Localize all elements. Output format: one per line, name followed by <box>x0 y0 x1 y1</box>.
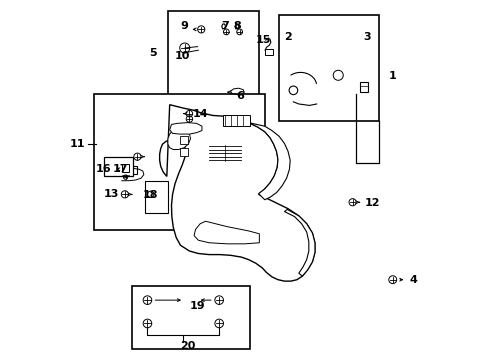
Bar <box>360 82 368 92</box>
Text: 15: 15 <box>256 35 271 45</box>
Text: 7: 7 <box>221 21 229 31</box>
Text: 13: 13 <box>103 189 119 199</box>
Bar <box>279 15 379 121</box>
Bar <box>146 181 168 213</box>
Bar <box>104 157 133 176</box>
Bar <box>95 94 265 230</box>
Text: 10: 10 <box>175 51 191 61</box>
Text: 18: 18 <box>143 190 158 200</box>
Bar <box>132 286 250 348</box>
Text: 11: 11 <box>70 139 85 149</box>
Bar <box>180 148 188 156</box>
Polygon shape <box>194 221 259 244</box>
Polygon shape <box>168 126 191 149</box>
Text: 2: 2 <box>285 32 292 41</box>
Bar <box>168 12 259 103</box>
Bar <box>265 49 272 55</box>
Text: 9: 9 <box>180 21 188 31</box>
Polygon shape <box>285 210 315 276</box>
Text: 19: 19 <box>190 301 205 311</box>
Bar <box>126 166 137 174</box>
Bar <box>122 164 129 172</box>
Text: 1: 1 <box>389 71 396 81</box>
Text: 20: 20 <box>180 341 195 351</box>
Bar <box>180 136 188 144</box>
Text: 12: 12 <box>365 198 381 208</box>
Text: 5: 5 <box>149 48 157 58</box>
Text: 3: 3 <box>364 32 371 41</box>
Polygon shape <box>160 105 315 281</box>
Text: 6: 6 <box>236 91 244 101</box>
Text: 17: 17 <box>112 164 128 174</box>
Text: 8: 8 <box>234 21 241 31</box>
Text: 4: 4 <box>410 275 418 285</box>
Bar <box>223 116 250 126</box>
Polygon shape <box>170 123 202 134</box>
Text: 14: 14 <box>193 109 209 119</box>
Polygon shape <box>248 123 290 200</box>
Text: 16: 16 <box>96 164 111 174</box>
